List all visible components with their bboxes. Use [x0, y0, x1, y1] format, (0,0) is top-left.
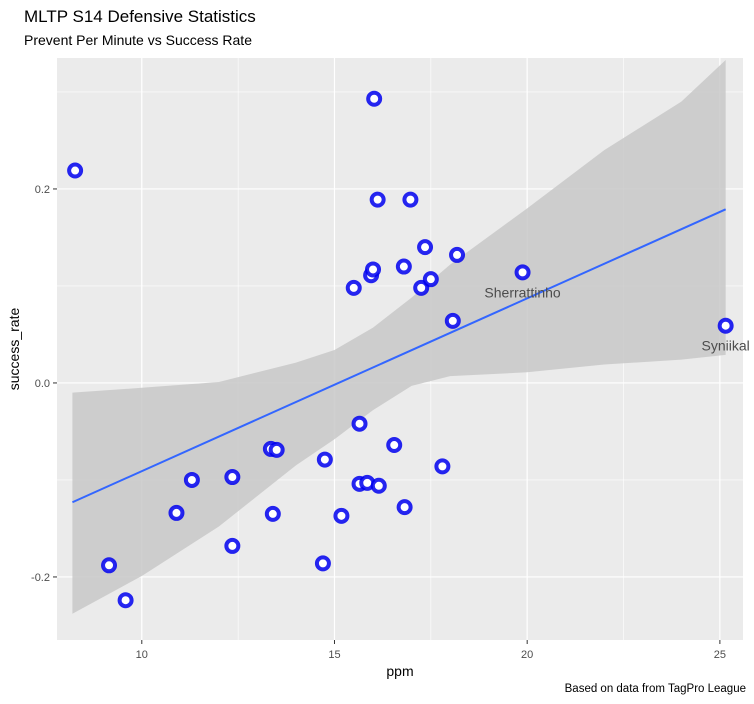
x-tick-label: 15	[328, 649, 340, 661]
y-axis: -0.2 0.0 0.2	[31, 184, 57, 584]
y-tick-label: -0.2	[31, 572, 50, 584]
data-point	[396, 499, 413, 516]
data-point	[224, 537, 241, 554]
x-tick-label: 10	[136, 649, 148, 661]
point-label: Sherrattinho	[484, 284, 560, 300]
x-tick-label: 25	[714, 649, 726, 661]
data-point	[444, 312, 461, 329]
data-point	[449, 246, 466, 263]
point-labels: Sherrattinho Syniikal	[484, 284, 749, 353]
data-points	[67, 90, 734, 609]
data-point	[168, 504, 185, 521]
data-point	[101, 557, 118, 574]
chart-subtitle: Prevent Per Minute vs Success Rate	[24, 32, 252, 48]
data-point	[351, 415, 368, 432]
data-point	[183, 471, 200, 488]
data-point	[67, 162, 84, 179]
data-point	[264, 505, 281, 522]
y-tick-label: 0.0	[35, 378, 50, 390]
data-point	[717, 317, 734, 334]
y-axis-title: success_rate	[6, 308, 22, 391]
data-point	[366, 90, 383, 107]
data-point	[402, 191, 419, 208]
data-point	[514, 264, 531, 281]
data-point	[117, 592, 134, 609]
data-point	[224, 469, 241, 486]
data-point	[370, 477, 387, 494]
regression-line	[72, 208, 727, 504]
data-point	[345, 279, 362, 296]
data-point	[333, 507, 350, 524]
x-tick-label: 20	[521, 649, 533, 661]
data-point	[268, 441, 285, 458]
data-point	[316, 451, 333, 468]
data-point	[417, 239, 434, 256]
data-point	[395, 258, 412, 275]
data-point	[386, 437, 403, 454]
x-axis: 10 15 20 25	[136, 640, 726, 661]
data-point	[434, 458, 451, 475]
chart-title: MLTP S14 Defensive Statistics	[24, 7, 256, 26]
y-tick-label: 0.2	[35, 184, 50, 196]
point-label: Syniikal	[702, 338, 750, 354]
data-point	[413, 279, 430, 296]
chart-caption: Based on data from TagPro League	[564, 683, 746, 695]
x-axis-title: ppm	[386, 663, 413, 679]
data-point	[422, 271, 439, 288]
data-point	[369, 191, 386, 208]
data-point	[314, 555, 331, 572]
data-point	[365, 261, 382, 278]
